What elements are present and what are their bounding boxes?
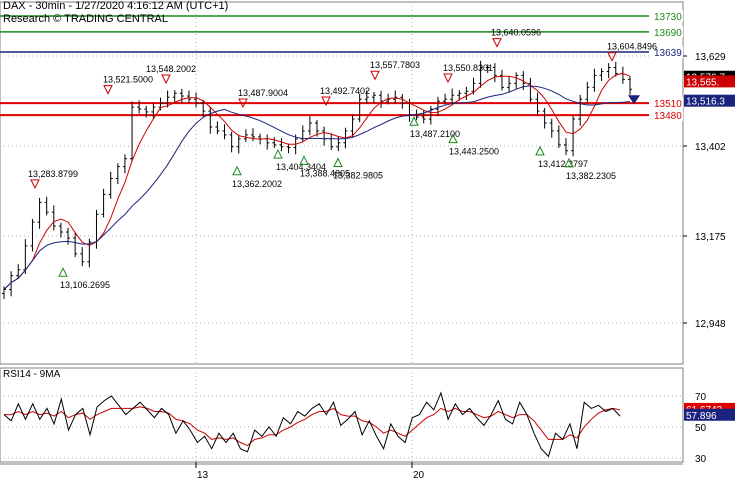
pivot-high-icon bbox=[443, 73, 453, 84]
price-y-tick-label: 13,402 bbox=[695, 142, 726, 153]
pivot-high-icon bbox=[607, 52, 617, 62]
pivot-low-label: 13,412.3797 bbox=[538, 159, 588, 169]
price-y-tick-label: 13,175 bbox=[695, 232, 726, 243]
rsi-y-tick-label: 50 bbox=[695, 423, 707, 434]
pivot-low-icon bbox=[333, 157, 343, 168]
pivot-high-label: 13,548.2002 bbox=[146, 64, 196, 74]
level-label-bg bbox=[649, 46, 683, 59]
pivot-high-icon bbox=[370, 70, 380, 81]
indicator-tag-ma_slow: 13,516.3 bbox=[686, 97, 725, 108]
level-label-13480: 13480 bbox=[654, 111, 682, 122]
pivot-high-icon bbox=[30, 179, 40, 189]
pivot-low-icon bbox=[232, 165, 242, 176]
level-label-bg bbox=[649, 97, 683, 110]
pivot-low-icon bbox=[409, 116, 419, 126]
pivot-low-icon bbox=[273, 148, 283, 159]
chart-source: Research © TRADING CENTRAL bbox=[3, 13, 168, 25]
pivot-low-label: 13,382.2305 bbox=[566, 171, 616, 181]
indicator-tag-ma_slow-bg bbox=[684, 94, 735, 107]
level-label-13639: 13639 bbox=[654, 48, 682, 59]
price-panel-frame bbox=[0, 1, 684, 365]
pivot-low-label: 13,443.2500 bbox=[449, 147, 499, 157]
pivot-high-icon bbox=[161, 74, 171, 85]
pivot-high-label: 13,521.5000 bbox=[103, 75, 153, 85]
pivot-group: 13,283.8799 13,106.2695 13,521.500013,548.… bbox=[28, 28, 657, 291]
rsi-y-tick-label: 30 bbox=[695, 454, 707, 465]
rsi-value-tag: 57.896 bbox=[686, 411, 717, 422]
pivot-high-icon bbox=[103, 85, 113, 95]
chart-title: DAX - 30min - 1/27/2020 4:16:12 AM (UTC+… bbox=[3, 0, 229, 12]
candlestick-group bbox=[2, 60, 632, 300]
rsi-panel-label: RSI14 - 9MA bbox=[3, 369, 61, 380]
level-label-bg bbox=[649, 109, 683, 122]
pivot-high-label: 13,550.8301 bbox=[443, 63, 493, 73]
pivot-high-label: 13,604.8496 bbox=[607, 42, 657, 52]
pivot-low-label: 13,487.2100 bbox=[410, 129, 460, 139]
rsi-panel-frame bbox=[0, 367, 684, 463]
rsi-ma-line bbox=[4, 406, 621, 447]
pivot-low-icon bbox=[564, 157, 574, 168]
price-y-tick-label: 12,948 bbox=[695, 319, 726, 330]
pivot-low-label: 13,388.4805 bbox=[300, 168, 350, 178]
rsi-value-tag-bg bbox=[684, 408, 735, 421]
ma-slow-line bbox=[3, 85, 631, 290]
pivot-high-icon bbox=[321, 96, 331, 107]
rsi-line bbox=[3, 391, 621, 458]
pivot-low-label: 13,362.2002 bbox=[232, 179, 282, 189]
indicator-tag-ma_fast: 13,565. bbox=[686, 77, 719, 88]
pivot-low-label: 13,106.2695 bbox=[60, 280, 110, 290]
level-label-13510: 13510 bbox=[654, 99, 682, 110]
x-tick-label: 13 bbox=[197, 470, 209, 480]
price-y-tick-label: 13,629 bbox=[695, 52, 726, 63]
down-arrow-icon bbox=[628, 95, 640, 105]
pivot-high-icon bbox=[492, 38, 502, 48]
pivot-low-icon bbox=[58, 267, 68, 277]
pivot-high-label: 13,487.9004 bbox=[238, 88, 288, 98]
pivot-high-icon bbox=[238, 98, 248, 109]
pivot-low-icon bbox=[448, 133, 458, 144]
x-tick-label: 20 bbox=[413, 470, 425, 480]
pivot-low-icon bbox=[299, 155, 309, 165]
pivot-high-label: 13,492.7402 bbox=[320, 86, 370, 96]
level-label-13730: 13730 bbox=[654, 12, 682, 23]
pivot-high-label: 13,640.0596 bbox=[491, 28, 541, 38]
pivot-low-label: 13,404.3404 bbox=[276, 162, 326, 172]
pivot-low-label: 13,382.9805 bbox=[333, 171, 383, 181]
level-label-13690: 13690 bbox=[654, 28, 682, 39]
ma-fast-line bbox=[3, 72, 631, 290]
pivot-high-label: 13,283.8799 bbox=[28, 169, 78, 179]
level-label-bg bbox=[649, 9, 683, 22]
pivot-low-icon bbox=[535, 145, 545, 156]
level-label-bg bbox=[649, 25, 683, 38]
rsi-y-tick-label: 70 bbox=[695, 392, 707, 403]
indicator-tag-ma_fast-bg bbox=[684, 75, 735, 88]
pivot-high-label: 13,557.7803 bbox=[370, 60, 420, 70]
